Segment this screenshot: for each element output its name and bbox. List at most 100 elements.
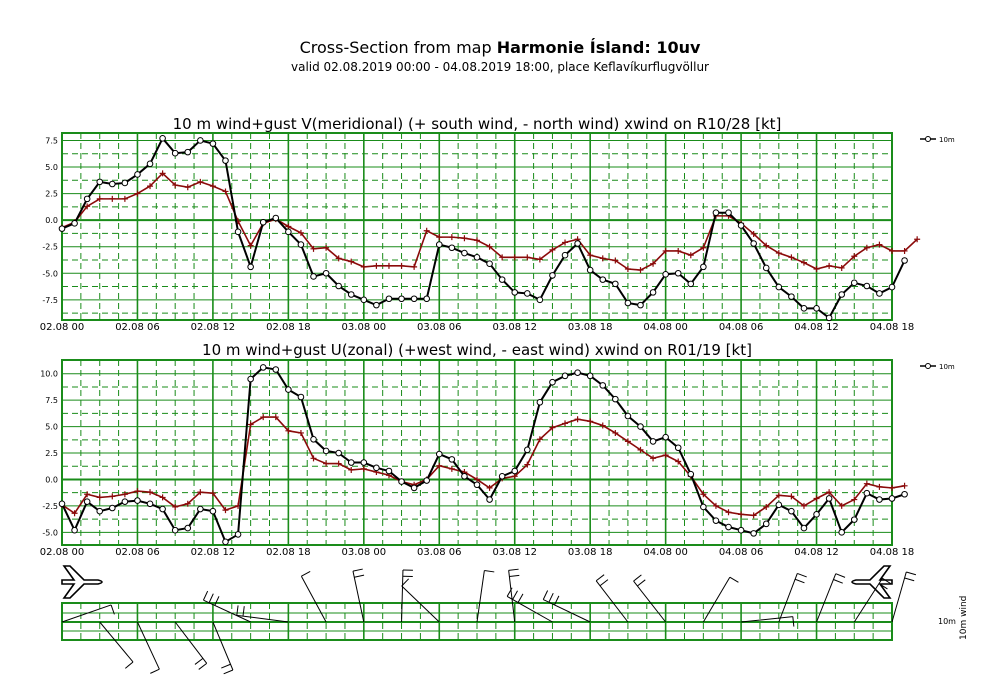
- 10m-point: [83, 195, 91, 203]
- 10m-point: [674, 269, 682, 277]
- 10m-point: [347, 291, 355, 298]
- 10m-point: [461, 249, 468, 257]
- y-tick-label: 7.5: [45, 396, 58, 405]
- x-tick-label: 03.08 18: [568, 322, 613, 333]
- 10m-point: [285, 386, 292, 393]
- wind-barb: [99, 621, 134, 663]
- 10m-point: [838, 291, 845, 298]
- gust-point: [599, 422, 606, 429]
- wind-barb-flag: [110, 604, 115, 615]
- 10m-point: [435, 241, 443, 248]
- wind-barb: [300, 576, 327, 623]
- 10m-point: [297, 241, 305, 248]
- gust-point: [71, 510, 78, 517]
- wind-barb-flag: [194, 658, 204, 665]
- gust-point: [184, 500, 191, 507]
- 10m-point: [58, 225, 66, 232]
- gust-point: [562, 239, 569, 246]
- 10m-point: [612, 395, 619, 403]
- gust-point: [800, 502, 807, 509]
- wind-barb-flag: [214, 596, 220, 606]
- 10m-point: [825, 314, 833, 322]
- 10m-point: [876, 290, 883, 297]
- x-tick-label: 02.08 18: [266, 547, 311, 558]
- wind-barb-flag: [542, 590, 549, 600]
- 10m-point: [234, 228, 242, 236]
- legend-label: 10m: [939, 136, 955, 144]
- 10m-point: [171, 149, 179, 157]
- gust-point: [159, 170, 166, 177]
- 10m-point: [360, 459, 368, 466]
- 10m-point: [687, 470, 695, 478]
- wind-barb: [741, 616, 793, 623]
- 10m-point: [624, 412, 632, 420]
- gust-point: [436, 234, 443, 241]
- strip-barbs: [61, 568, 917, 675]
- 10m-point: [524, 446, 531, 454]
- wind-barb: [236, 614, 289, 623]
- wind-barb: [595, 580, 629, 623]
- 10m-point: [876, 496, 883, 503]
- wind-barb-flag: [223, 669, 234, 675]
- gust-point: [813, 495, 820, 502]
- 10m-point: [712, 209, 720, 216]
- gust-point: [373, 262, 380, 269]
- gust-point: [750, 230, 757, 237]
- wind-barb: [702, 576, 731, 623]
- 10m-point: [473, 254, 481, 261]
- gust-point: [184, 184, 191, 191]
- 10m-point: [813, 305, 820, 312]
- wind-barb: [891, 571, 907, 623]
- 10m-point: [536, 398, 544, 406]
- 10m-point: [561, 251, 569, 259]
- 10m-point: [385, 467, 393, 475]
- legend-marker: [925, 363, 931, 369]
- x-tick-label: 03.08 18: [568, 547, 613, 558]
- 10m-point: [901, 490, 908, 498]
- 10m-point: [486, 260, 493, 267]
- gust-point: [474, 237, 480, 244]
- 10m-point: [373, 464, 380, 472]
- wind-barb-flag: [794, 578, 805, 584]
- gust-point: [813, 266, 820, 272]
- gust-point: [826, 489, 833, 496]
- gust-point: [587, 418, 594, 425]
- y-tick-label: -5.0: [42, 528, 58, 537]
- 10m-point: [813, 511, 820, 518]
- gust-point: [524, 254, 531, 261]
- 10m-point: [838, 529, 845, 536]
- 10m-point: [410, 295, 418, 303]
- 10m-point: [398, 478, 405, 485]
- x-tick-label: 03.08 00: [342, 547, 387, 558]
- wind-barb: [543, 599, 591, 623]
- x-tick-label: 03.08 00: [342, 322, 387, 333]
- wind-barb-flag: [517, 593, 524, 603]
- 10m-point: [448, 244, 456, 252]
- wind-barb-flag: [301, 571, 311, 577]
- gust-point: [914, 236, 921, 243]
- gust-point: [134, 190, 141, 197]
- gust-point: [285, 427, 292, 434]
- 10m-point: [737, 222, 745, 229]
- 10m-point: [888, 495, 896, 502]
- y-tick-label: 0.0: [45, 216, 58, 225]
- 10m-point: [184, 524, 192, 532]
- gust-point: [147, 183, 154, 190]
- wind-barb-flag: [904, 577, 915, 582]
- 10m-point: [347, 459, 355, 466]
- gust-point: [360, 263, 367, 270]
- 10m-point: [549, 272, 556, 279]
- gust-point: [889, 484, 895, 491]
- airplane-icon-right: [851, 565, 893, 599]
- wind-barb: [203, 599, 251, 623]
- x-tick-label: 03.08 12: [492, 322, 537, 333]
- 10m-point: [737, 526, 745, 534]
- 10m-point: [247, 263, 254, 271]
- legend-label: 10m: [939, 363, 955, 371]
- gust-point: [398, 262, 405, 269]
- wind-barb-flag: [906, 571, 917, 576]
- 10m-point: [410, 484, 418, 492]
- 10m-point: [599, 382, 607, 389]
- 10m-point: [247, 375, 254, 383]
- x-tick-label: 02.08 06: [115, 547, 160, 558]
